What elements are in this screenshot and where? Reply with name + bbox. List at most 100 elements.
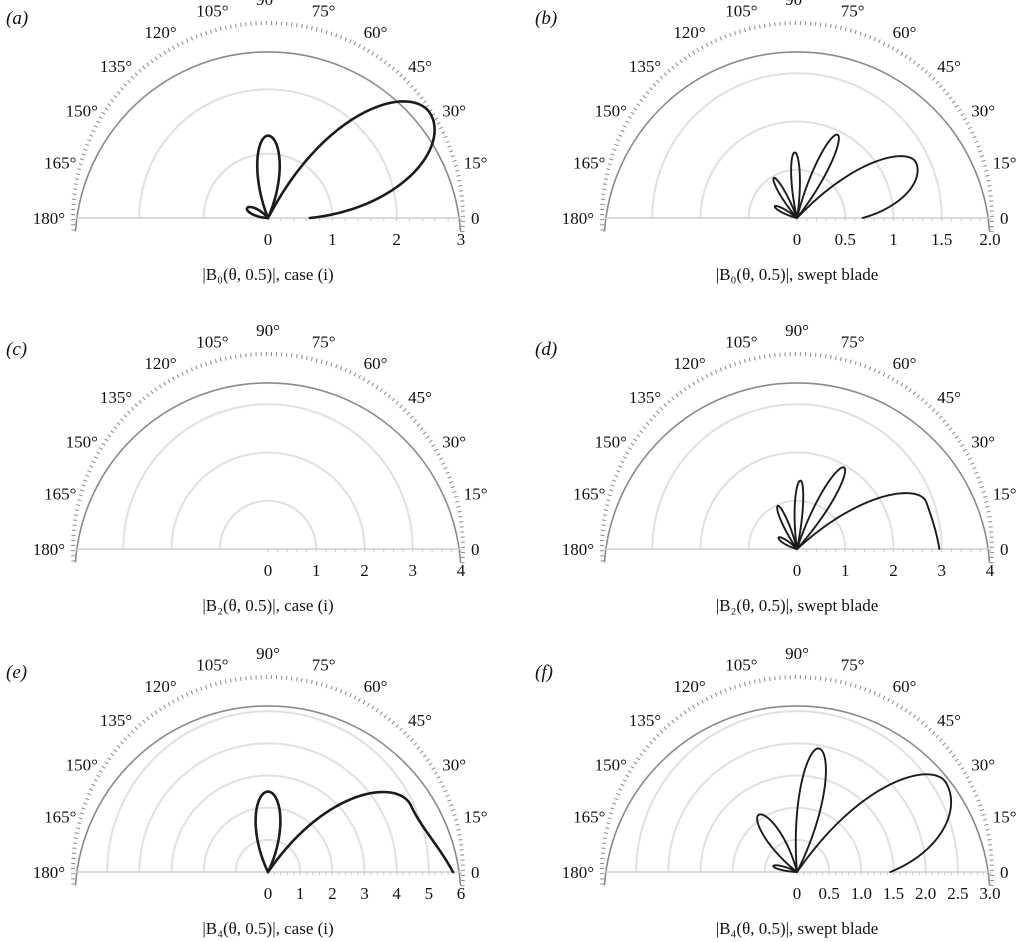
- angle-tick: [942, 419, 947, 423]
- angle-label-15: 15°: [464, 807, 488, 826]
- angle-tick: [854, 683, 857, 689]
- angle-tick: [868, 35, 872, 40]
- angle-tick: [972, 135, 977, 139]
- angle-tick: [120, 418, 124, 422]
- angle-tick: [431, 767, 436, 771]
- directivity-lobe-1: [796, 773, 953, 873]
- angle-tick: [362, 46, 366, 51]
- angle-tick: [642, 94, 647, 99]
- angle-tick: [606, 822, 611, 825]
- angle-tick: [614, 143, 619, 147]
- angle-tick: [663, 726, 667, 731]
- angle-tick: [87, 469, 92, 473]
- angle-tick: [967, 126, 972, 130]
- angle-tick: [402, 77, 407, 81]
- angle-tick: [967, 457, 972, 461]
- directivity-lobe-4: [772, 176, 798, 219]
- directivity-lobe-2: [254, 790, 282, 874]
- angle-tick: [413, 88, 418, 92]
- angle-tick: [834, 678, 837, 683]
- grid-ring: [202, 806, 334, 873]
- angle-tick: [434, 117, 438, 121]
- angle-tick: [81, 153, 86, 156]
- angle-tick: [320, 28, 323, 33]
- angle-label-150: 150°: [66, 433, 98, 452]
- angle-label-60: 60°: [364, 23, 388, 42]
- angle-tick: [743, 682, 746, 687]
- r-tick-label: 1.5: [883, 884, 904, 903]
- grid-ring: [635, 710, 959, 873]
- angle-tick: [75, 827, 81, 830]
- angle-tick: [296, 677, 298, 682]
- angle-tick: [825, 677, 827, 682]
- angle-tick: [965, 122, 970, 125]
- r-tick-label: 1: [296, 884, 305, 903]
- angle-label-60: 60°: [893, 677, 917, 696]
- angle-tick: [154, 387, 158, 392]
- angle-tick: [687, 707, 691, 712]
- r-tick-label: 6: [457, 884, 466, 903]
- angle-label-60: 60°: [893, 23, 917, 42]
- r-tick-label: 3: [457, 230, 466, 249]
- angle-tick: [618, 465, 623, 468]
- angle-tick: [456, 174, 461, 177]
- angle-tick: [602, 837, 608, 839]
- angle-tick: [195, 365, 198, 370]
- angle-tick: [734, 362, 737, 367]
- angle-tick: [413, 742, 418, 746]
- angle-tick: [671, 396, 675, 401]
- angle-tick: [93, 125, 98, 128]
- angle-tick: [985, 828, 990, 831]
- angle-tick: [305, 355, 308, 360]
- angle-tick: [85, 474, 90, 478]
- angle-tick: [738, 360, 742, 365]
- directivity-lobe-2: [255, 134, 282, 220]
- r-tick-label: 1: [841, 561, 850, 580]
- panel-label: (f): [535, 662, 553, 683]
- angle-tick: [710, 371, 713, 376]
- panel-label: (a): [6, 8, 28, 29]
- angle-tick: [190, 36, 194, 41]
- angle-tick: [452, 813, 457, 817]
- angle-tick: [234, 354, 237, 359]
- r-tick-label: 4: [457, 561, 466, 580]
- angle-tick: [416, 92, 421, 96]
- angle-tick: [402, 408, 407, 412]
- angle-tick: [419, 96, 424, 100]
- angle-tick: [457, 179, 462, 182]
- angle-tick: [908, 57, 912, 62]
- angle-tick: [645, 90, 650, 95]
- r-tick-label: 0.5: [835, 230, 856, 249]
- angle-tick: [344, 368, 348, 373]
- angle-label-30: 30°: [442, 102, 466, 121]
- angle-tick: [887, 697, 890, 702]
- angle-tick: [455, 823, 460, 826]
- angle-tick: [349, 370, 352, 375]
- angle-tick: [988, 521, 993, 523]
- angle-tick: [73, 519, 78, 521]
- angle-tick: [620, 460, 625, 464]
- outer-rim: [74, 51, 462, 232]
- directivity-lobe-2: [796, 466, 847, 550]
- angle-tick: [146, 716, 150, 721]
- angle-tick: [441, 462, 446, 465]
- angle-label-60: 60°: [364, 354, 388, 373]
- angle-tick: [844, 358, 847, 363]
- angle-tick: [422, 754, 427, 758]
- angle-tick: [908, 711, 912, 716]
- angle-tick: [859, 31, 862, 36]
- angle-label-90: 90°: [256, 321, 280, 340]
- angle-tick: [645, 421, 650, 426]
- angle-tick: [453, 818, 458, 821]
- angle-tick: [729, 686, 732, 691]
- angle-tick: [606, 168, 611, 171]
- angle-tick: [981, 159, 986, 163]
- angle-tick: [335, 364, 338, 369]
- angle-tick: [974, 794, 979, 798]
- angle-tick: [101, 765, 106, 769]
- angle-tick: [214, 359, 217, 364]
- angle-tick: [627, 116, 632, 120]
- angle-tick: [748, 26, 751, 31]
- angle-tick: [445, 140, 450, 144]
- angle-tick: [604, 173, 610, 176]
